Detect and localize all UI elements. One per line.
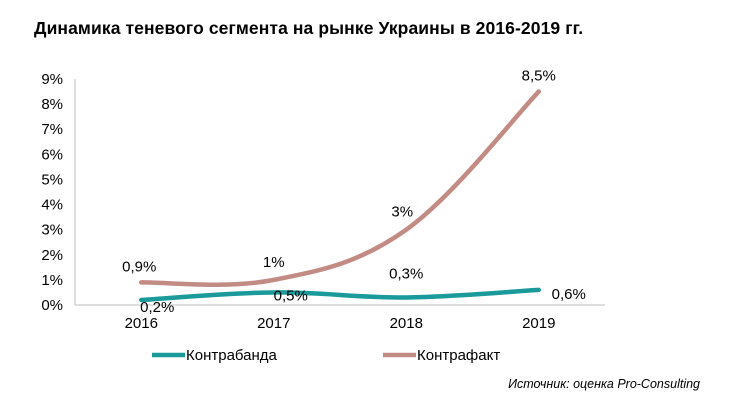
x-tick-label: 2019	[522, 315, 555, 332]
chart-title: Динамика теневого сегмента на рынке Укра…	[34, 18, 584, 38]
data-label: 8,5%	[522, 68, 556, 85]
source-note: Источник: оценка Pro-Consulting	[508, 377, 700, 391]
y-tick-label: 6%	[41, 146, 63, 163]
x-tick-labels: 2016 2017 2018 2019	[125, 315, 556, 332]
legend-label: Контрабанда	[186, 347, 278, 364]
data-label: 1%	[263, 254, 285, 271]
series-line-0	[139, 287, 541, 303]
y-tick-label: 0%	[41, 297, 63, 314]
data-label: 0,5%	[274, 287, 308, 304]
y-tick-label: 9%	[41, 71, 63, 88]
y-tick-label: 5%	[41, 171, 63, 188]
series-lines	[139, 89, 541, 303]
data-label: 0,3%	[389, 265, 423, 282]
data-labels: 0,2% 0,5% 0,3% 0,6% 0,9% 1% 3% 8,5%	[122, 68, 586, 316]
y-tick-label: 1%	[41, 272, 63, 289]
legend: Контрабанда Контрафакт	[152, 347, 500, 364]
y-tick-labels: 0% 1% 2% 3% 4% 5% 6% 7% 8% 9%	[41, 71, 63, 314]
x-tick-label: 2017	[257, 315, 290, 332]
y-tick-label: 8%	[41, 96, 63, 113]
y-tick-label: 4%	[41, 197, 63, 214]
data-label: 3%	[391, 204, 413, 221]
legend-label: Контрафакт	[417, 347, 500, 364]
y-tick-label: 2%	[41, 247, 63, 264]
data-label: 0,6%	[552, 286, 586, 303]
data-label: 0,2%	[140, 299, 174, 316]
x-tick-label: 2018	[390, 315, 423, 332]
x-tick-label: 2016	[125, 315, 158, 332]
series-line-1	[139, 89, 541, 287]
axes	[74, 79, 605, 306]
y-tick-label: 7%	[41, 121, 63, 138]
y-tick-label: 3%	[41, 222, 63, 239]
data-label: 0,9%	[122, 258, 156, 275]
